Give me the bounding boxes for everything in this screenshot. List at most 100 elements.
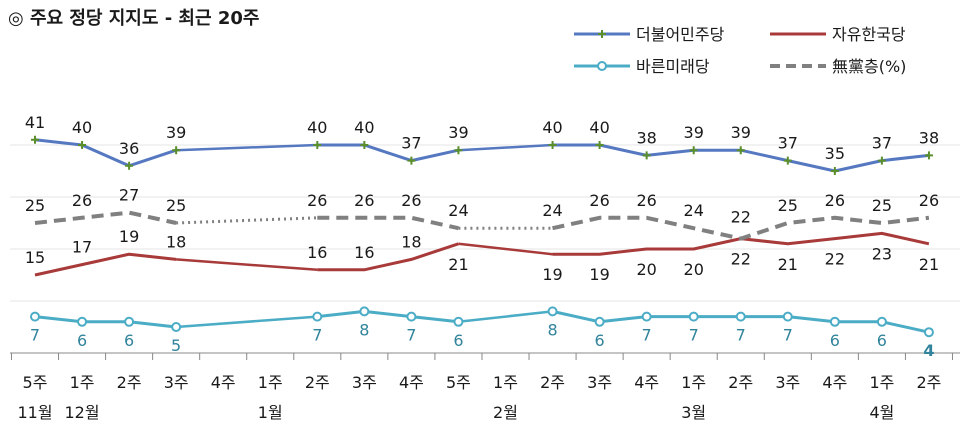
legend-label: 바른미래당 — [636, 57, 710, 76]
x-tick-label: 3주 — [775, 373, 800, 392]
series-segment — [317, 215, 459, 231]
x-tick-label: 4주 — [399, 373, 424, 392]
series-gap-connector — [176, 315, 318, 329]
data-label: 7 — [783, 326, 793, 345]
data-label: 6 — [77, 331, 87, 350]
data-label: 7 — [406, 326, 416, 345]
data-point — [30, 311, 40, 322]
data-label: 25 — [166, 196, 186, 215]
x-tick-label: 2주 — [916, 373, 941, 392]
data-point — [406, 311, 417, 322]
data-label: 17 — [72, 238, 92, 257]
x-month-label: 11월 — [17, 403, 52, 422]
data-label: 7 — [642, 326, 652, 345]
data-label: 7 — [312, 326, 322, 345]
data-label: 39 — [684, 123, 704, 142]
x-tick-label: 1주 — [869, 373, 894, 392]
data-point — [548, 141, 557, 149]
data-point — [453, 316, 464, 327]
data-point — [312, 311, 323, 322]
data-label: 24 — [684, 201, 704, 220]
data-label: 24 — [448, 201, 468, 220]
data-point — [172, 146, 181, 155]
data-label: 18 — [166, 232, 186, 251]
legend-item: 자유한국당 — [770, 25, 906, 44]
data-label: 36 — [119, 139, 139, 158]
data-label: 5 — [171, 336, 181, 355]
series-segment — [34, 210, 177, 225]
x-tick-label: 3주 — [352, 373, 377, 392]
data-label: 25 — [25, 196, 45, 215]
x-tick-label: 2주 — [540, 373, 565, 392]
x-tick-label: 1주 — [258, 373, 283, 392]
data-point — [924, 151, 933, 160]
legend-label: 더불어민주당 — [636, 25, 725, 44]
data-point — [877, 156, 886, 165]
data-point — [876, 316, 887, 327]
series-gap-connector — [176, 143, 318, 152]
series-layer — [30, 135, 934, 338]
data-label: 23 — [872, 244, 892, 263]
data-label: 37 — [401, 134, 421, 153]
data-label: 40 — [542, 118, 562, 137]
data-point — [313, 141, 322, 149]
data-label: 25 — [872, 196, 892, 215]
data-label: 6 — [595, 331, 605, 350]
x-tick-label: 3주 — [164, 373, 189, 392]
data-label: 22 — [731, 208, 751, 227]
data-label: 35 — [825, 144, 845, 163]
data-label: 7 — [736, 326, 746, 345]
series-segment — [317, 143, 459, 163]
data-point — [830, 167, 839, 175]
data-label: 25 — [778, 196, 798, 215]
data-label: 19 — [542, 265, 562, 284]
data-label: 20 — [636, 260, 656, 279]
series-segment — [34, 138, 177, 168]
x-tick-label: 3주 — [587, 373, 612, 392]
data-point — [595, 141, 604, 149]
data-point — [77, 316, 88, 327]
legend-marker — [598, 30, 606, 38]
data-point — [78, 141, 87, 149]
data-label: 39 — [166, 123, 186, 142]
x-month-label: 1월 — [258, 403, 283, 422]
data-label: 7 — [30, 326, 40, 345]
data-label: 16 — [307, 243, 327, 262]
data-label: 6 — [453, 331, 463, 350]
data-point — [782, 311, 793, 322]
data-label: 22 — [825, 250, 845, 269]
data-point — [736, 146, 745, 155]
data-label: 21 — [778, 255, 798, 274]
data-point — [454, 146, 463, 155]
series-segment — [34, 315, 177, 329]
data-label: 19 — [119, 227, 139, 246]
data-label: 40 — [72, 118, 92, 137]
data-label: 7 — [689, 326, 699, 345]
legend-label: 자유한국당 — [832, 25, 906, 44]
series-gap-connector — [458, 310, 553, 324]
x-tick-label: 4주 — [211, 373, 236, 392]
data-label: 26 — [354, 191, 374, 210]
data-label: 26 — [72, 191, 92, 210]
data-label: 8 — [359, 320, 369, 339]
data-point — [125, 161, 134, 170]
x-month-label: 4월 — [869, 403, 894, 422]
x-tick-label: 2주 — [305, 373, 330, 392]
legend-item: 더불어민주당 — [574, 25, 725, 44]
data-point — [689, 146, 698, 155]
x-month-label: 3월 — [681, 403, 706, 422]
data-label: 6 — [877, 331, 887, 350]
data-label: 26 — [636, 191, 656, 210]
data-point — [360, 141, 369, 149]
data-label: 21 — [448, 255, 468, 274]
data-label: 40 — [307, 118, 327, 137]
legend-item: 無黨층(%) — [770, 57, 906, 76]
data-point — [641, 311, 652, 322]
data-label: 6 — [830, 331, 840, 350]
data-label: 40 — [589, 118, 609, 137]
data-point — [31, 135, 39, 144]
x-tick-label: 1주 — [681, 373, 706, 392]
data-point — [407, 156, 416, 165]
